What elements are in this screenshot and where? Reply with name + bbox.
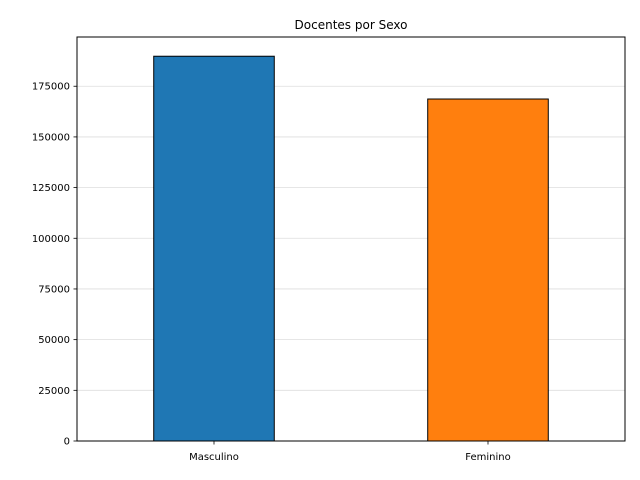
bars xyxy=(153,55,549,442)
x-axis: Masculino Feminino xyxy=(189,441,511,463)
y-tick-label: 175000 xyxy=(32,82,70,93)
y-tick-label: 100000 xyxy=(32,234,70,245)
chart-title: Docentes por Sexo xyxy=(295,18,408,32)
x-tick-label: Feminino xyxy=(465,452,510,463)
y-tick-label: 0 xyxy=(64,437,70,448)
x-tick-label: Masculino xyxy=(189,452,239,463)
y-tick-label: 75000 xyxy=(38,284,70,295)
plot-frame xyxy=(76,36,626,442)
y-axis: 0 25000 50000 75000 100000 125000 150000 175000 xyxy=(32,82,77,448)
y-tick-label: 25000 xyxy=(38,386,70,397)
y-tick-label: 50000 xyxy=(38,335,70,346)
bar-feminino xyxy=(427,98,549,442)
y-tick-label: 150000 xyxy=(32,132,70,143)
y-tick-label: 125000 xyxy=(32,183,70,194)
bar-masculino xyxy=(153,55,275,442)
